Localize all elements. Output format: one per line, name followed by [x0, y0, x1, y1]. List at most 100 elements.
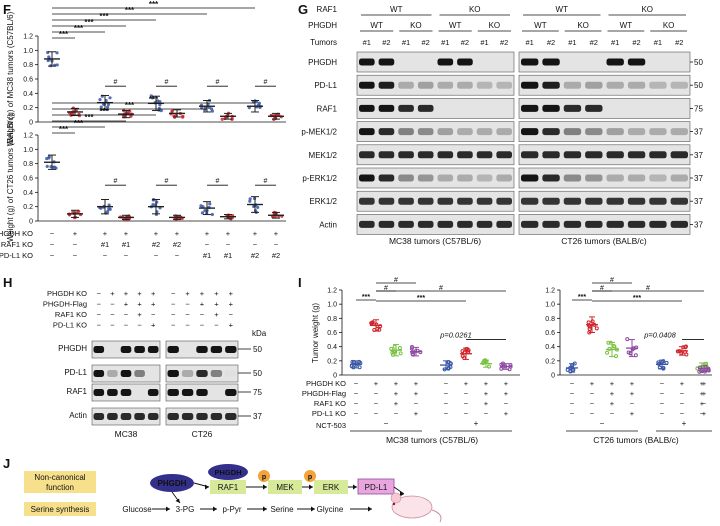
- h-row-cell: +: [200, 289, 205, 298]
- f-plot1-ytick-label: 1.2: [23, 34, 33, 41]
- i-row-cell: −: [414, 399, 419, 408]
- h-blot-band: [107, 413, 118, 420]
- g-blot-band: [476, 151, 493, 159]
- g-blot-band: [670, 81, 688, 89]
- f-plot2-point: [99, 206, 103, 210]
- j-serine-step: p-Pyr: [222, 505, 241, 514]
- i-row-cell: −: [394, 409, 399, 418]
- f-plot2-point: [107, 203, 111, 207]
- i-row-cell: +: [414, 379, 419, 388]
- panel-label-g: G: [298, 2, 309, 17]
- g-blot-band: [585, 220, 603, 228]
- f-row-cell: +: [253, 229, 258, 238]
- i-ytick-label: 0.8: [327, 316, 337, 323]
- f-plot1-point: [105, 105, 110, 109]
- f-plot1-ytick-label: 0.8: [23, 62, 33, 69]
- f-row-cell: +: [175, 229, 180, 238]
- h-row-cell: −: [171, 300, 176, 309]
- i-row-cell: +: [700, 399, 705, 408]
- g-blot-band: [496, 220, 512, 228]
- g-blot-band: [457, 81, 473, 89]
- i-point: [587, 326, 592, 331]
- f-sig-stars: ***: [125, 6, 135, 15]
- g-tumor-number: #2: [382, 38, 390, 47]
- f-row-cell: +: [73, 229, 78, 238]
- g-tumor-number: #1: [402, 38, 410, 47]
- i-row-cell: −: [504, 399, 509, 408]
- g-blot-band: [649, 81, 667, 89]
- g-blot-band: [457, 151, 473, 159]
- j-noncanonical-label-1: Non-canonical: [34, 473, 85, 482]
- f-row-cell: #2: [173, 240, 181, 249]
- f-sig-stars: ***: [84, 113, 94, 122]
- j-pdl1-text: PD-L1: [365, 483, 388, 492]
- i-point: [605, 350, 610, 355]
- g-blot-band: [378, 128, 395, 136]
- i-nct-plus: +: [474, 419, 479, 428]
- g-blot-band: [496, 174, 512, 182]
- g-kda-label: 37: [694, 197, 703, 206]
- i-row-cell: −: [570, 409, 575, 418]
- i-point: [499, 366, 504, 371]
- h-row-cell: +: [137, 300, 142, 309]
- g-blot-band: [417, 81, 434, 89]
- h-row-cell: −: [185, 321, 190, 330]
- g-blot-band: [398, 174, 414, 182]
- g-blot-band: [417, 104, 434, 112]
- g-tumor-number: #1: [363, 38, 371, 47]
- i-row-cell: −: [680, 399, 685, 408]
- i-row-cell: −: [570, 399, 575, 408]
- g-blot-band: [585, 104, 603, 112]
- g-header-phgdh: PHGDH: [308, 21, 337, 30]
- h-row-cell: −: [110, 310, 115, 319]
- i-row-cell: +: [504, 409, 509, 418]
- g-blot-band: [542, 58, 560, 66]
- f-sig-stars: ***: [84, 18, 94, 27]
- i-point: [357, 365, 362, 370]
- h-row-cell: −: [229, 310, 234, 319]
- f-plot1-point: [106, 102, 111, 107]
- i-ylabel: Tumor weight (g): [311, 303, 320, 364]
- g-blot-band: [606, 58, 624, 66]
- f-row-cell: −: [253, 240, 258, 249]
- j-mek-phospho: [258, 470, 270, 482]
- h-row-label: RAF1 KO: [55, 310, 87, 319]
- i-ytick-label: 0.4: [545, 344, 555, 351]
- i-ytick-label: 0.2: [327, 358, 337, 365]
- g-blot-band: [627, 174, 646, 182]
- i-point: [398, 351, 403, 356]
- h-blot-band: [134, 370, 145, 377]
- i-row-cell: +: [394, 389, 399, 398]
- f-sig-stars: ***: [59, 30, 69, 39]
- g-blot-band: [359, 197, 375, 205]
- i-row-cell: +: [414, 389, 419, 398]
- g-caption-mc38: MC38 tumors (C57BL/6): [389, 236, 481, 246]
- g-blot-label: ERK1/2: [309, 197, 337, 206]
- h-row-cell: −: [185, 300, 190, 309]
- g-tumor-number: #2: [632, 38, 640, 47]
- i-point: [409, 346, 414, 351]
- g-blot-band: [378, 81, 395, 89]
- g-blot-strip: [356, 121, 515, 142]
- j-serine-step: Serine: [270, 505, 294, 514]
- f-pair-hash: #: [264, 79, 268, 86]
- f-row-cell: +: [274, 229, 279, 238]
- i-point: [586, 320, 591, 325]
- panel-label-h: H: [3, 275, 13, 290]
- g-blot-band: [670, 151, 688, 159]
- g-blot-band: [417, 197, 434, 205]
- g-blot-label: p-ERK1/2: [302, 174, 337, 183]
- j-erk-phospho: [304, 470, 316, 482]
- g-blot-band: [585, 81, 603, 89]
- g-blot-band: [457, 197, 473, 205]
- i-row-cell: +: [610, 389, 615, 398]
- j-phgdh-node: [150, 474, 194, 492]
- h-blot-label: PD-L1: [64, 368, 87, 377]
- j-arrow: [393, 486, 405, 495]
- j-mouse-ear-icon: [390, 492, 402, 504]
- f-sig-stars: ***: [149, 95, 159, 104]
- f-plot1-point: [209, 107, 214, 111]
- i-row-cell: +: [702, 409, 707, 418]
- h-row-cell: +: [137, 310, 142, 319]
